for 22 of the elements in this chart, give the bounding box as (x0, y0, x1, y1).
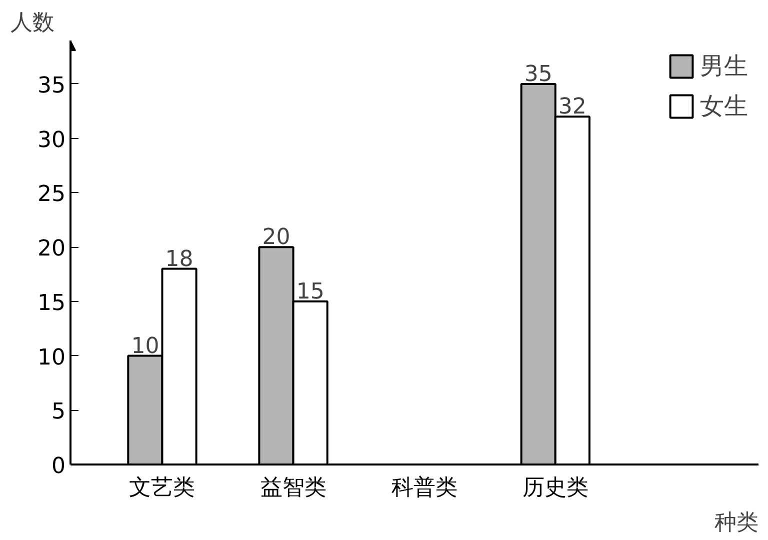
legend-label: 女生 (700, 91, 748, 122)
y-tick-label: 20 (38, 236, 66, 262)
data-label: 20 (262, 225, 290, 250)
x-axis-title: 种类 (714, 510, 758, 536)
y-tick-label: 25 (38, 182, 66, 208)
data-label: 18 (165, 246, 194, 272)
data-label: 10 (131, 334, 160, 359)
y-tick-label: 0 (52, 454, 66, 479)
y-tick-label: 10 (38, 345, 66, 370)
legend-label: 男生 (700, 51, 748, 82)
x-tick-label: 历史类 (522, 476, 588, 500)
y-axis-title: 人数 (10, 10, 54, 36)
y-tick-label: 30 (38, 128, 66, 153)
data-label: 15 (296, 279, 324, 304)
data-label: 32 (558, 94, 586, 120)
x-tick-label: 益智类 (260, 476, 326, 500)
x-tick-label: 科普类 (391, 476, 458, 500)
y-tick-label: 35 (38, 73, 66, 98)
x-tick-label: 文艺类 (129, 476, 196, 500)
y-tick-label: 5 (52, 400, 66, 425)
y-tick-label: 15 (38, 290, 66, 316)
data-label: 35 (524, 62, 552, 87)
